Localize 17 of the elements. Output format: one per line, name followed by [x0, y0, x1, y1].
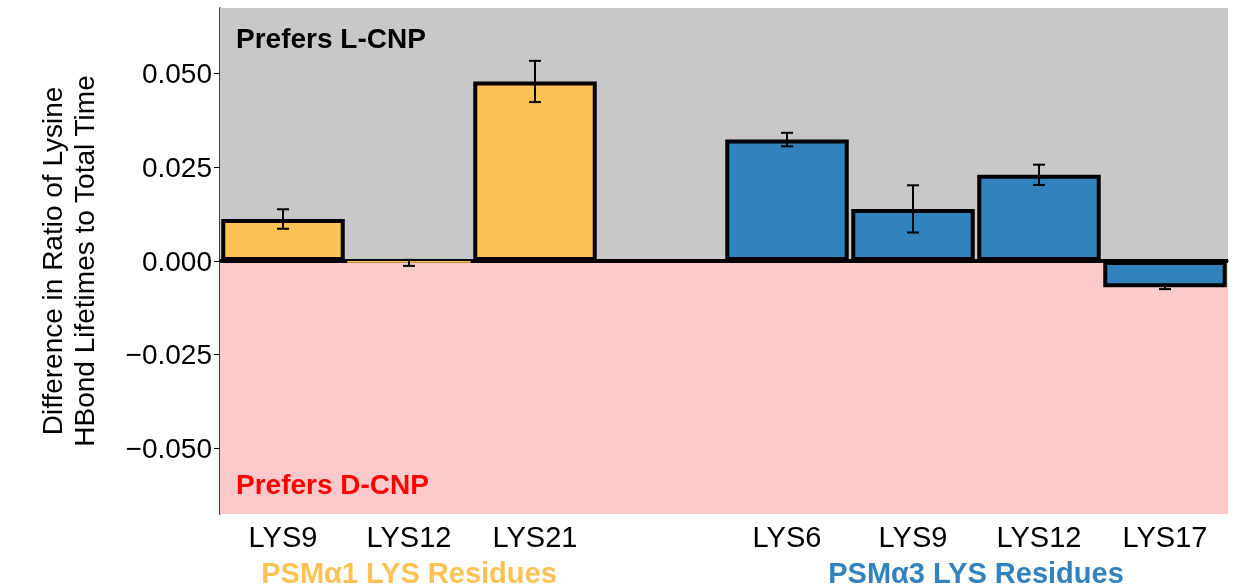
y-tick-label: −0.025 — [125, 339, 212, 371]
x-tick-label: LYS17 — [1122, 520, 1208, 553]
x-tick-label: LYS6 — [752, 520, 822, 553]
y-tick-label: −0.050 — [125, 432, 212, 464]
x-tick-label: LYS12 — [996, 520, 1082, 553]
y-tick-label: 0.025 — [141, 151, 212, 183]
y-tick-label: 0.000 — [141, 245, 212, 277]
band-label: Prefers L-CNP — [236, 22, 426, 54]
y-axis-title: Difference in Ratio of Lysine HBond Lifetimes to Total Time — [36, 75, 100, 447]
band-label: Prefers D-CNP — [236, 468, 429, 500]
x-tick-label: LYS21 — [492, 520, 578, 553]
y-tick-label: 0.050 — [141, 58, 212, 90]
x-tick-label: LYS12 — [366, 520, 452, 553]
text: PSMα1 LYS Residues — [261, 556, 557, 588]
text: PSMα3 LYS Residues — [828, 556, 1124, 588]
x-tick-label: LYS9 — [248, 520, 318, 553]
x-tick-label: LYS9 — [878, 520, 948, 553]
